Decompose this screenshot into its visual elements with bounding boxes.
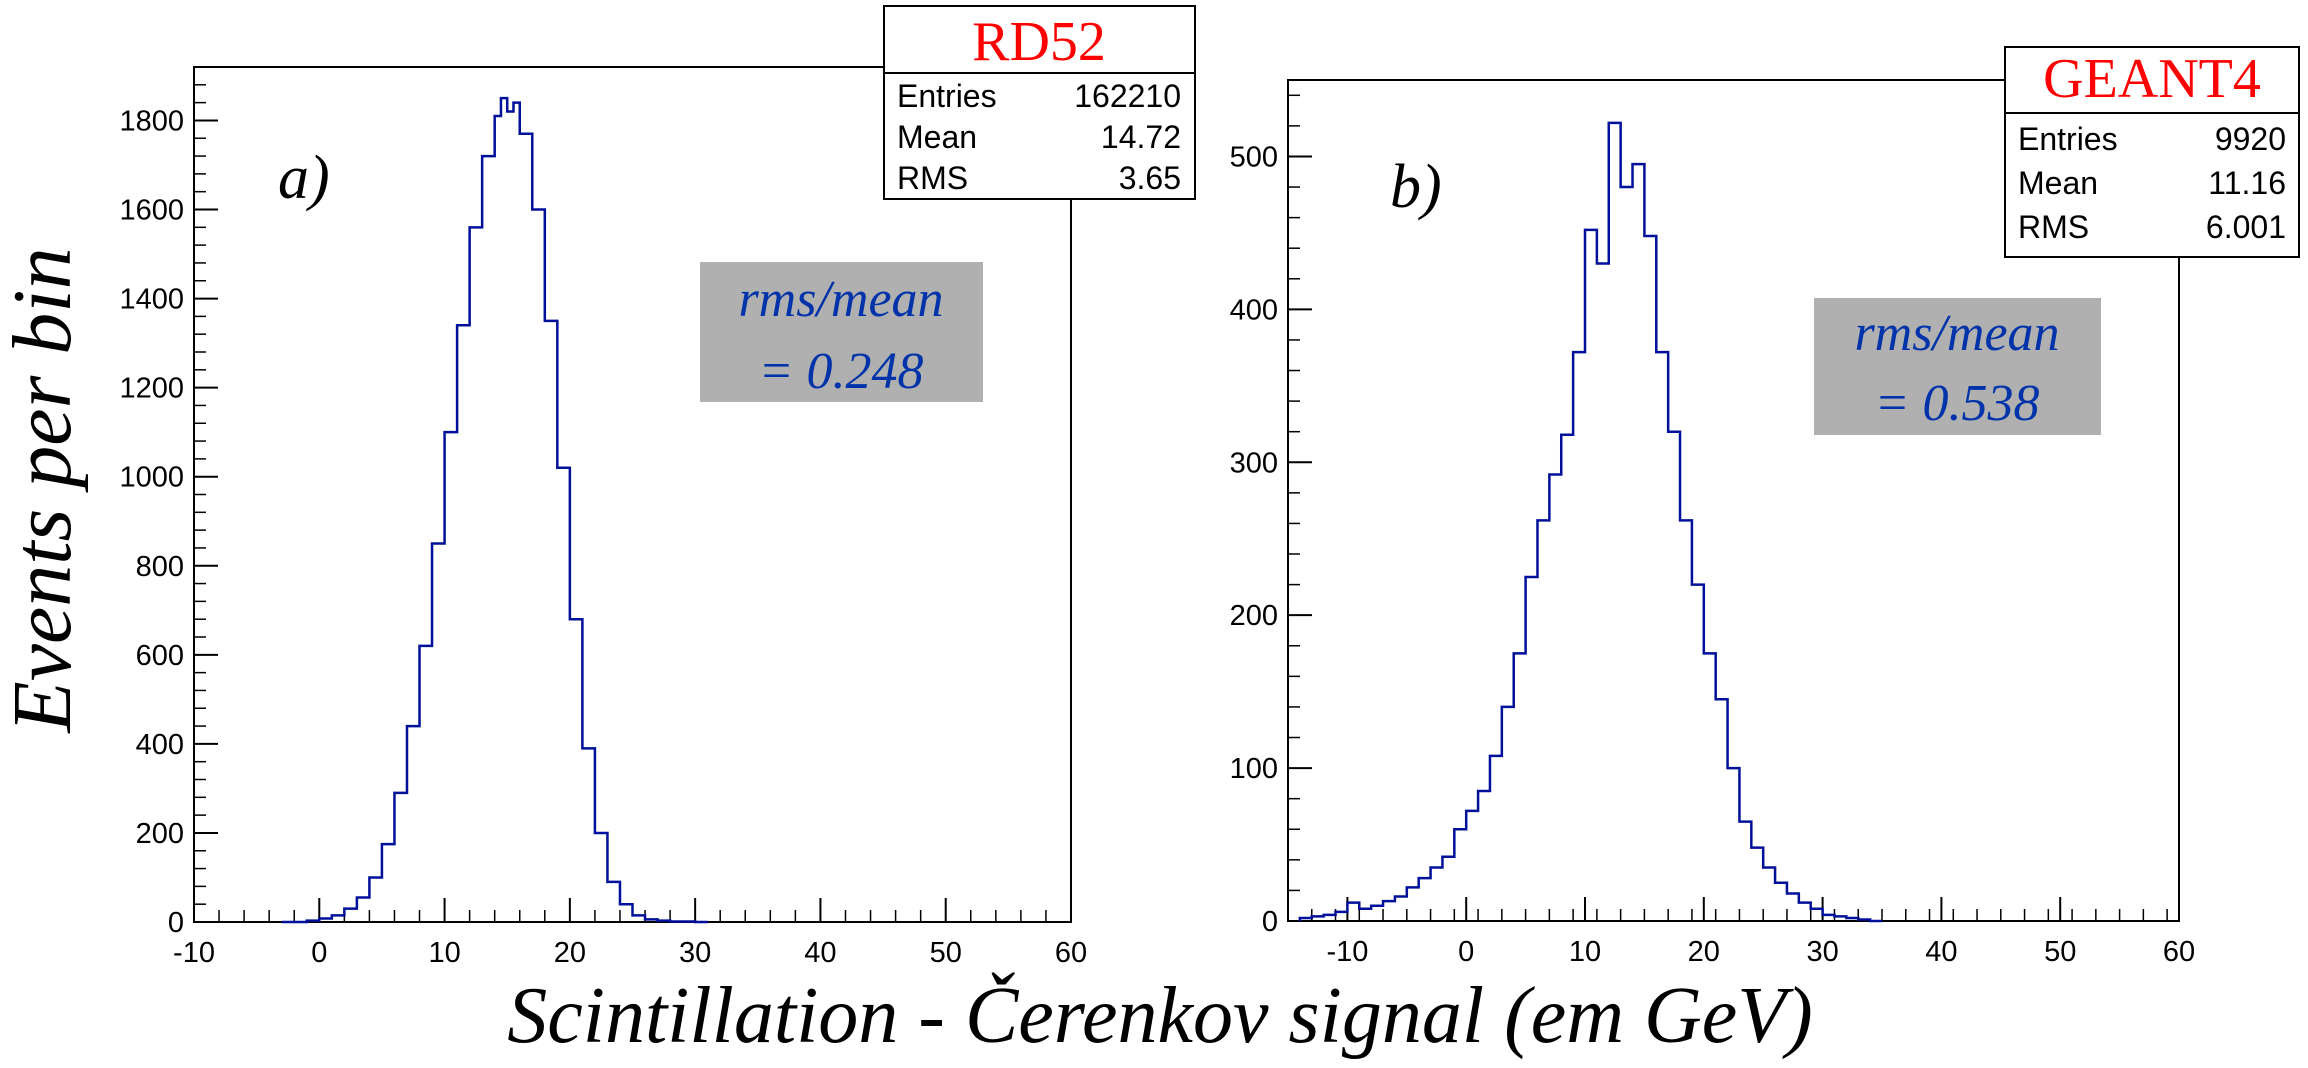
panel-b-stat-value-entries: 9920 xyxy=(2215,121,2286,157)
panel-a-xtick-label: 20 xyxy=(554,937,586,969)
panel-a-stat-name-entries: Entries xyxy=(897,78,997,114)
panel-b-xtick-label: 50 xyxy=(2044,936,2076,968)
panel-b-frame xyxy=(1287,79,2180,922)
panel-a-stat-value-rms: 3.65 xyxy=(1119,160,1181,196)
panel-a-stat-name-rms: RMS xyxy=(897,160,968,196)
panel-a-ytick-label: 1600 xyxy=(119,195,184,227)
panel-a-stat-value-mean: 14.72 xyxy=(1101,119,1181,155)
panel-a-ytick-label: 400 xyxy=(136,729,184,761)
panel-a-ratio-box-bg xyxy=(700,262,983,402)
panel-b-ratio-line1: rms/mean xyxy=(1854,305,2059,362)
panel-a-xtick-label: -10 xyxy=(173,937,215,969)
panel-b-stat-box-frame xyxy=(2004,46,2300,258)
panel-a-ytick-label: 1800 xyxy=(119,105,184,137)
panel-a-ytick-label: 1200 xyxy=(119,373,184,405)
panel-a-ytick-label: 1000 xyxy=(119,462,184,494)
panel-b-ratio-box-bg xyxy=(1814,298,2101,435)
panel-b: -10 0 10 20 30 40 50 60 0 100 200 300 400 500 b) GEAN… xyxy=(1230,46,2300,968)
panel-a-stat-box-frame xyxy=(883,5,1196,200)
panel-b-ytick-label: 500 xyxy=(1230,141,1278,173)
panel-a-xtick-label: 0 xyxy=(311,937,327,969)
panel-a-xtick-label: 10 xyxy=(428,937,460,969)
panel-b-ratio-line2: = 0.538 xyxy=(1874,375,2039,432)
panel-b-xtick-label: 40 xyxy=(1925,936,1957,968)
y-axis-title: Events per bin xyxy=(0,247,89,733)
panel-b-stat-value-mean: 11.16 xyxy=(2208,165,2286,201)
panel-b-stat-title: GEANT4 xyxy=(2043,48,2261,110)
panel-b-stat-name-mean: Mean xyxy=(2018,165,2098,201)
panel-b-xtick-label: 10 xyxy=(1569,936,1601,968)
panel-a-xtick-label: 50 xyxy=(930,937,962,969)
panel-b-stat-name-rms: RMS xyxy=(2018,209,2089,245)
panel-a-stat-title: RD52 xyxy=(972,11,1106,73)
panel-b-xtick-label: 30 xyxy=(1806,936,1838,968)
panel-b-ytick-label: 100 xyxy=(1230,753,1278,785)
panel-a-stat-value-entries: 162210 xyxy=(1074,78,1181,114)
panel-a-ytick-label: 200 xyxy=(136,818,184,850)
x-axis-title: Scintillation - Čerenkov signal (em GeV) xyxy=(507,972,1813,1060)
panel-a-ratio-box: rms/mean = 0.248 xyxy=(700,262,983,402)
panel-b-stat-value-rms: 6.001 xyxy=(2206,209,2286,245)
panel-a-ytick-label: 800 xyxy=(136,551,184,583)
panel-a-label: a) xyxy=(278,144,330,212)
panel-a-ratio-line1: rms/mean xyxy=(738,271,943,328)
panel-a-histogram xyxy=(281,96,708,924)
panel-a-axis-ticks xyxy=(193,66,1072,923)
panel-a-ratio-line2: = 0.248 xyxy=(758,343,923,400)
panel-b-histogram xyxy=(1298,121,1882,923)
panel-b-tick-labels: -10 0 10 20 30 40 50 60 0 100 200 300 400 500 xyxy=(1230,141,2196,968)
panel-a: -10 0 10 20 30 40 50 60020040060080010001200140… xyxy=(119,5,1196,969)
panel-b-ytick-label: 0 xyxy=(1262,906,1278,938)
panel-a-xtick-label: 40 xyxy=(804,937,836,969)
panel-b-label: b) xyxy=(1390,153,1442,221)
panel-b-xtick-label: 20 xyxy=(1688,936,1720,968)
panel-b-ratio-box: rms/mean = 0.538 xyxy=(1814,298,2101,435)
panel-b-ytick-label: 200 xyxy=(1230,600,1278,632)
panel-b-stat-box: GEANT4 Entries 9920 Mean 11.16 RMS 6.001 xyxy=(2004,46,2300,258)
panel-b-axis-ticks xyxy=(1287,94,2180,922)
panel-b-stat-name-entries: Entries xyxy=(2018,121,2118,157)
panel-a-ytick-label: 600 xyxy=(136,640,184,672)
panel-a-xtick-label: 60 xyxy=(1055,937,1087,969)
panel-a-tick-labels: -10 0 10 20 30 40 50 60020040060080010001200140… xyxy=(119,105,1087,969)
panel-b-ytick-label: 300 xyxy=(1230,447,1278,479)
panel-b-xtick-label: -10 xyxy=(1326,936,1368,968)
panel-a-stat-box: RD52 Entries 162210 Mean 14.72 RMS 3.65 xyxy=(883,5,1196,200)
panel-a-xtick-label: 30 xyxy=(679,937,711,969)
panel-b-xtick-label: 60 xyxy=(2163,936,2195,968)
panel-a-ytick-label: 1400 xyxy=(119,284,184,316)
panel-b-ytick-label: 400 xyxy=(1230,294,1278,326)
panel-a-ytick-label: 0 xyxy=(168,907,184,939)
panel-a-stat-name-mean: Mean xyxy=(897,119,977,155)
panel-b-xtick-label: 0 xyxy=(1458,936,1474,968)
